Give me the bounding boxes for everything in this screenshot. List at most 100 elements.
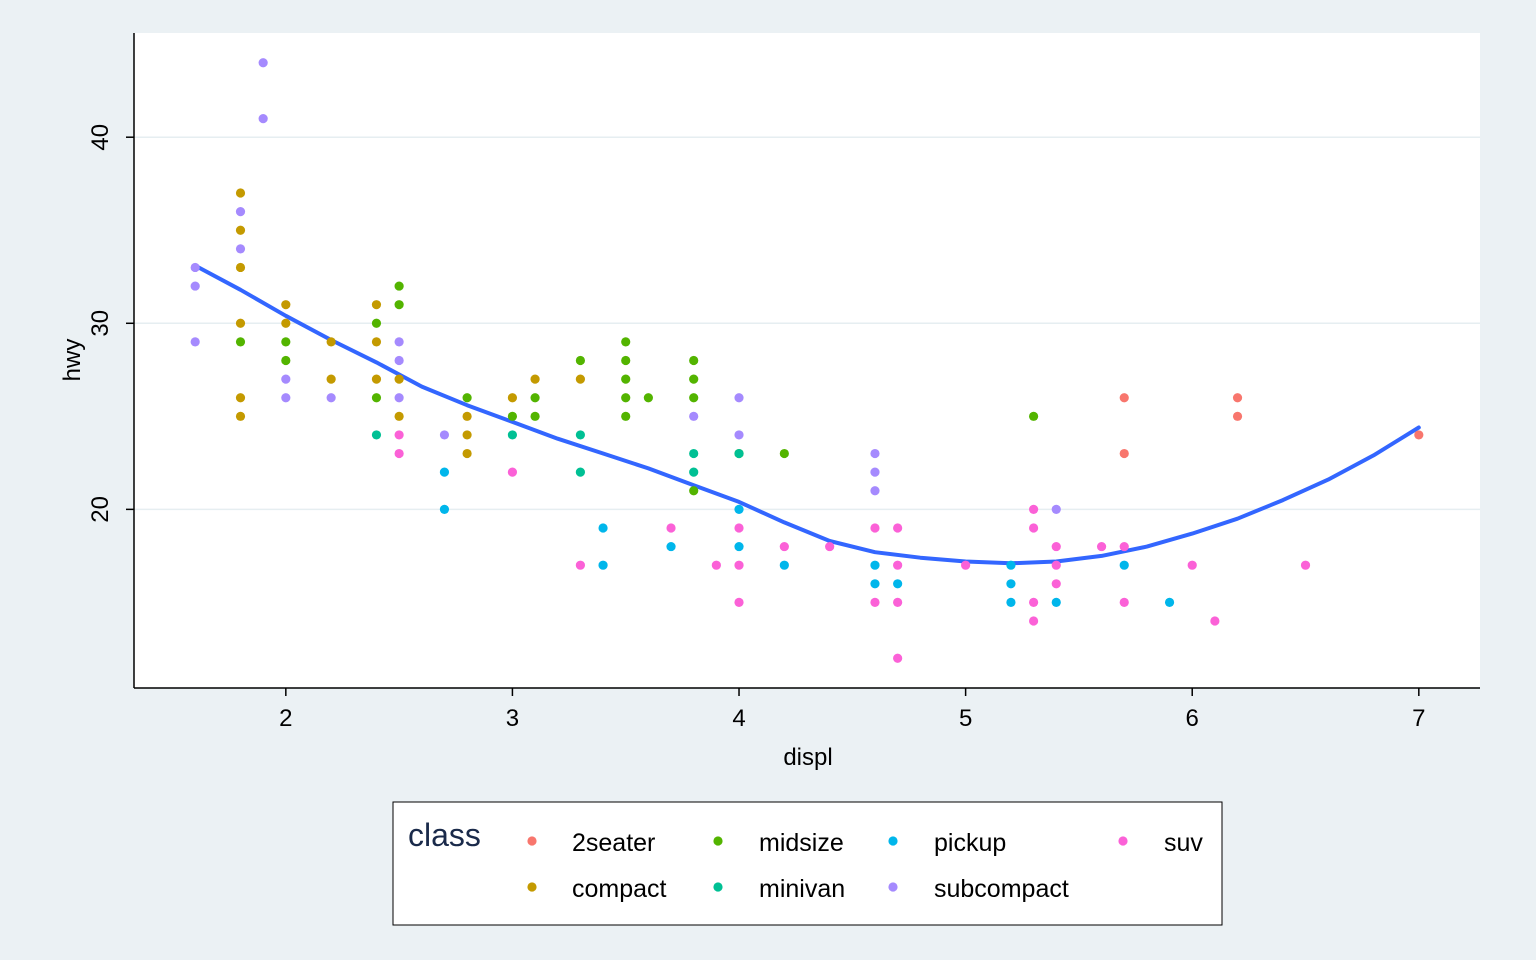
legend-label-pickup: pickup <box>934 829 1006 857</box>
legend-title: class <box>408 817 481 853</box>
point-subcompact <box>258 58 268 68</box>
point-2seater <box>1414 430 1424 440</box>
legend-key-2seater <box>527 836 537 846</box>
point-compact <box>326 374 336 384</box>
legend-key-suv <box>1118 836 1128 846</box>
x-tick-label: 5 <box>959 705 972 732</box>
x-tick-label: 4 <box>732 705 745 732</box>
point-pickup <box>1051 597 1061 608</box>
point-midsize <box>621 411 631 421</box>
smooth-line-layer <box>193 263 1421 566</box>
y-ticks: 20 30 40 <box>87 124 134 523</box>
y-tick-label: 20 <box>87 496 114 523</box>
point-subcompact <box>439 430 450 440</box>
point-suv <box>734 560 744 570</box>
point-suv <box>711 560 721 570</box>
point-midsize <box>371 393 382 403</box>
point-minivan <box>371 430 382 440</box>
point-compact <box>371 374 382 384</box>
point-subcompact <box>235 207 246 217</box>
point-minivan <box>689 467 699 477</box>
point-pickup <box>734 541 744 552</box>
point-subcompact <box>689 411 699 421</box>
point-pickup <box>870 579 880 589</box>
point-midsize <box>689 486 699 496</box>
point-subcompact <box>394 393 404 403</box>
point-compact <box>575 374 586 384</box>
point-suv <box>1187 560 1197 570</box>
point-midsize <box>281 355 291 366</box>
legend-entries: 2seater midsize pickup suv compact minivan sub… <box>527 829 1203 903</box>
legend-label-midsize: midsize <box>759 829 844 857</box>
point-suv <box>1210 616 1220 626</box>
point-subcompact <box>1051 504 1061 514</box>
point-midsize <box>507 411 518 421</box>
point-midsize <box>281 337 291 347</box>
point-suv <box>734 597 744 608</box>
point-compact <box>530 374 540 384</box>
point-midsize <box>371 318 382 328</box>
point-suv <box>1119 597 1129 608</box>
point-midsize <box>530 393 540 403</box>
point-subcompact <box>394 355 404 366</box>
point-compact <box>235 393 246 403</box>
point-compact <box>281 318 291 328</box>
point-pickup <box>598 560 608 570</box>
legend-label-suv: suv <box>1164 829 1203 857</box>
point-compact <box>394 374 404 384</box>
point-compact <box>371 337 382 347</box>
point-midsize <box>621 374 631 384</box>
point-subcompact <box>870 448 880 459</box>
point-minivan <box>575 467 586 477</box>
points-layer <box>190 58 1424 663</box>
point-midsize <box>621 337 631 347</box>
point-midsize <box>689 374 699 384</box>
point-pickup <box>893 579 903 589</box>
point-compact <box>235 225 246 235</box>
point-pickup <box>439 467 450 477</box>
point-subcompact <box>326 393 336 403</box>
point-suv <box>1051 541 1061 552</box>
legend-label-2seater: 2seater <box>572 829 655 857</box>
point-compact <box>235 188 246 198</box>
plot-panel <box>134 33 1480 688</box>
point-pickup <box>1006 560 1016 570</box>
point-midsize <box>394 300 404 310</box>
point-suv <box>1096 541 1107 552</box>
point-suv <box>893 597 903 608</box>
point-pickup <box>439 504 450 514</box>
point-compact <box>235 262 246 273</box>
point-suv <box>575 560 586 570</box>
point-compact <box>394 411 404 421</box>
point-suv <box>1028 616 1039 626</box>
point-suv <box>1300 560 1311 570</box>
point-midsize <box>1028 411 1039 421</box>
point-2seater <box>1232 411 1243 421</box>
legend-key-compact <box>527 882 537 892</box>
point-suv <box>1028 504 1039 514</box>
point-subcompact <box>281 374 291 384</box>
point-compact <box>462 430 472 440</box>
point-suv <box>394 430 404 440</box>
point-midsize <box>779 448 789 459</box>
point-pickup <box>1006 597 1016 608</box>
point-midsize <box>235 337 246 347</box>
point-subcompact <box>235 244 246 254</box>
y-tick-label: 40 <box>87 124 114 151</box>
x-axis-title: displ <box>783 744 832 771</box>
y-axis-title: hwy <box>59 339 86 382</box>
point-compact <box>235 411 246 421</box>
point-subcompact <box>870 486 880 496</box>
point-suv <box>961 560 971 570</box>
point-suv <box>1051 560 1061 570</box>
point-midsize <box>462 393 472 403</box>
legend-label-minivan: minivan <box>759 875 845 903</box>
point-minivan <box>575 430 586 440</box>
point-subcompact <box>870 467 880 477</box>
point-suv <box>870 597 880 608</box>
legend-key-subcompact <box>888 882 898 892</box>
point-pickup <box>1119 560 1129 570</box>
point-suv <box>893 523 903 533</box>
point-suv <box>893 653 903 663</box>
point-midsize <box>530 411 540 421</box>
